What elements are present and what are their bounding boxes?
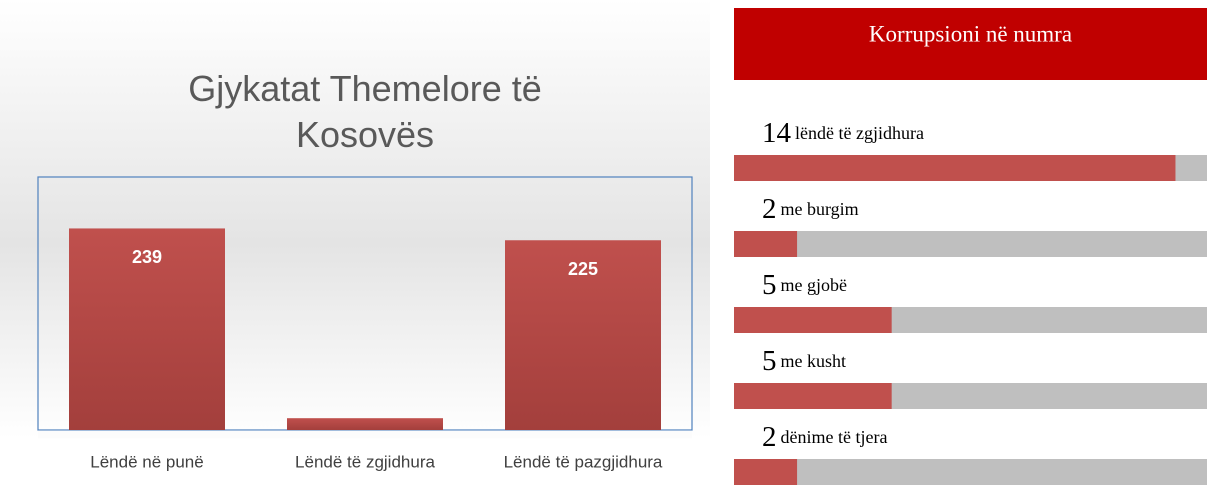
bar-track — [734, 231, 1207, 257]
item-value: 5 — [762, 269, 777, 301]
bar — [734, 459, 798, 485]
x-tick-label: Lëndë të zgjidhura — [295, 452, 435, 471]
item-text: lëndë të zgjidhura — [795, 123, 924, 143]
item-text: me burgim — [781, 199, 859, 219]
item-text: me gjobë — [781, 275, 847, 295]
item-label: 2 dënime të tjera — [762, 421, 887, 453]
bar — [734, 155, 1176, 181]
bar — [69, 228, 225, 430]
item-value: 5 — [762, 345, 777, 377]
header-title: Korrupsioni në numra — [869, 21, 1072, 46]
chart-title: Gjykatat Themelore të Kosovës — [188, 68, 542, 155]
bar — [734, 307, 892, 333]
item-text: me kusht — [781, 351, 847, 371]
x-tick-label: Lëndë në punë — [90, 452, 203, 471]
bar-track — [734, 459, 1207, 485]
item-text: dënime të tjera — [781, 427, 888, 447]
bar — [505, 240, 661, 430]
data-label: 239 — [132, 247, 162, 267]
item-label: 14 lëndë të zgjidhura — [762, 117, 924, 149]
baseline-cover — [38, 430, 692, 439]
bar — [734, 383, 892, 409]
header — [734, 8, 1207, 80]
bar — [287, 418, 443, 430]
item-label: 5 me gjobë — [762, 269, 847, 301]
bar — [734, 231, 798, 257]
item-value: 14 — [762, 117, 792, 149]
item-value: 2 — [762, 421, 777, 453]
data-label: 14 — [355, 437, 375, 457]
item-label: 5 me kusht — [762, 345, 846, 377]
data-label: 225 — [568, 259, 598, 279]
item-label: 2 me burgim — [762, 193, 859, 225]
x-tick-label: Lëndë të pazgjidhura — [504, 452, 663, 471]
item-value: 2 — [762, 193, 777, 225]
